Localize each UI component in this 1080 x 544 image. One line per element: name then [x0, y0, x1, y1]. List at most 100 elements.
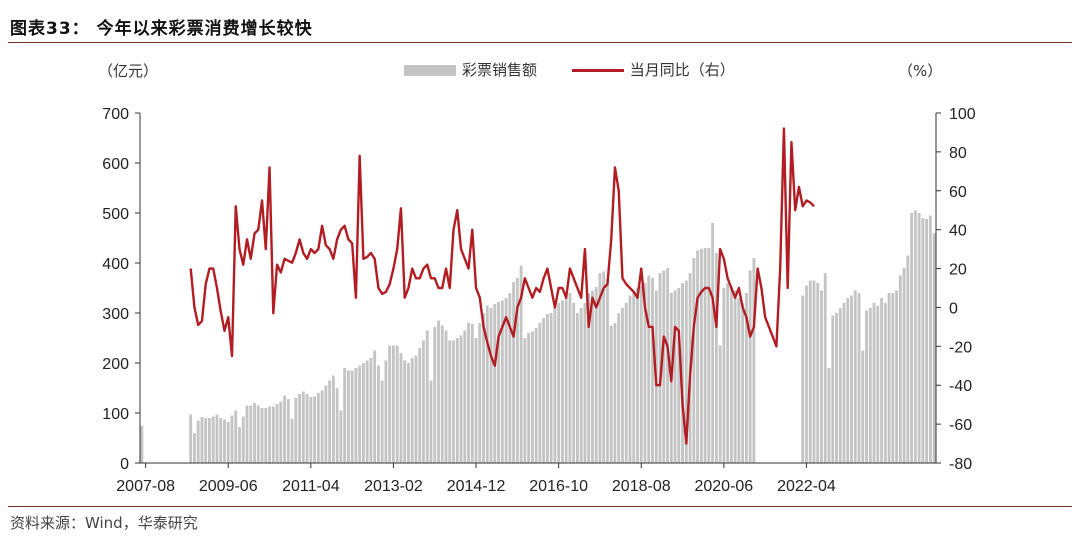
bar: [557, 303, 561, 463]
bar: [459, 335, 463, 463]
bar: [369, 358, 373, 463]
left-tick-label: 500: [102, 206, 129, 223]
line-series-path: [189, 127, 815, 445]
right-tick-label: 100: [949, 106, 976, 123]
bar: [309, 397, 313, 463]
bar: [343, 368, 347, 463]
bar: [560, 300, 564, 463]
bar: [591, 290, 594, 463]
bar: [268, 406, 271, 463]
bar: [316, 393, 320, 463]
bar: [913, 210, 917, 463]
bar: [928, 215, 932, 463]
bar: [467, 323, 470, 463]
bar: [493, 304, 497, 463]
bar: [812, 280, 816, 463]
legend-line-label: 当月同比（右）: [629, 61, 735, 79]
bar: [305, 394, 309, 463]
bar: [542, 318, 546, 463]
bar: [519, 265, 523, 463]
bar: [339, 410, 343, 463]
bar: [530, 331, 534, 463]
bar: [737, 298, 741, 463]
bar: [354, 368, 358, 463]
bar: [902, 268, 906, 463]
bar: [699, 249, 703, 463]
bar: [504, 298, 508, 463]
bar: [917, 213, 921, 463]
bar: [485, 305, 489, 463]
left-tick-label: 600: [102, 156, 129, 173]
bar: [827, 368, 831, 463]
bar: [380, 380, 384, 463]
bar: [624, 303, 628, 463]
bar: [846, 298, 850, 463]
bar: [211, 416, 215, 463]
bar: [647, 275, 651, 463]
bar: [583, 303, 587, 463]
bar: [512, 282, 516, 463]
bar: [639, 285, 643, 463]
bar: [898, 275, 902, 463]
bar: [932, 233, 936, 463]
bar: [478, 323, 482, 463]
bar: [662, 270, 666, 463]
bar: [271, 406, 275, 463]
bar: [422, 340, 425, 463]
bar: [872, 303, 876, 463]
left-axis-unit: （亿元）: [98, 62, 159, 80]
bar: [264, 408, 268, 463]
right-tick-label: -80: [949, 456, 972, 473]
title-divider: [8, 42, 1072, 43]
bar: [204, 418, 208, 463]
bar: [823, 273, 827, 463]
bar: [606, 278, 609, 463]
bar: [350, 370, 354, 463]
bar: [260, 408, 264, 463]
left-tick-label: 100: [102, 406, 129, 423]
bar: [433, 327, 437, 463]
left-tick-label: 400: [102, 256, 129, 273]
bar: [335, 388, 339, 463]
bar: [238, 427, 241, 463]
bar: [711, 223, 715, 463]
bar: [876, 305, 880, 463]
bar: [474, 338, 478, 463]
bar: [324, 385, 328, 463]
left-tick-label: 700: [102, 106, 129, 123]
bar: [241, 416, 245, 463]
bar: [452, 340, 455, 463]
bar: [752, 258, 756, 463]
bar: [921, 218, 925, 463]
left-tick-label: 300: [102, 306, 129, 323]
bar: [448, 340, 452, 463]
bar: [463, 330, 467, 463]
bar: [666, 268, 669, 463]
bar: [684, 280, 688, 463]
bar: [572, 303, 576, 463]
tick-labels: 0 100 200 300 400 500 600 700 -80 -60 -40 -20 0 20 40 6…: [102, 106, 976, 495]
bar: [328, 380, 332, 463]
right-tick-label: -40: [949, 378, 972, 395]
bar: [677, 288, 681, 463]
chart-legend: 彩票销售额 当月同比（右）: [404, 59, 735, 80]
bar: [208, 418, 211, 463]
x-tick-label: 2022-04: [777, 478, 836, 495]
bar: [407, 363, 410, 463]
x-tick-label: 2007-08: [116, 478, 175, 495]
bar: [816, 283, 820, 463]
bar: [425, 330, 429, 463]
right-axis-unit: （%）: [898, 62, 943, 80]
bar: [226, 422, 230, 463]
bar: [891, 293, 895, 463]
bar: [880, 298, 883, 463]
bar: [576, 313, 579, 463]
bar: [895, 290, 898, 463]
bar: [200, 417, 204, 463]
source-divider: [8, 506, 1072, 507]
bar: [410, 358, 414, 463]
bar: [703, 248, 707, 463]
bar: [429, 380, 433, 463]
bar: [500, 300, 504, 463]
